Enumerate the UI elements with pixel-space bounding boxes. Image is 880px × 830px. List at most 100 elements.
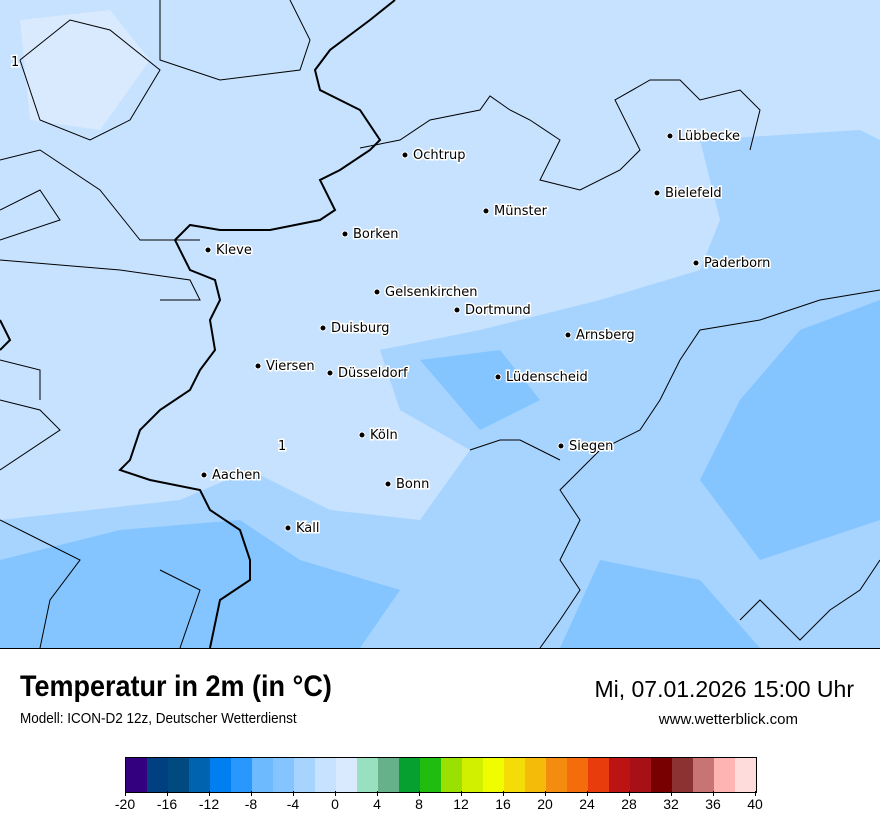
legend-tick-label: 24: [579, 796, 595, 812]
city-dot: [653, 189, 661, 197]
legend-tick-mark: [209, 791, 210, 796]
temp-zone-cold: [0, 130, 880, 648]
legend-swatch: [210, 758, 231, 792]
legend-swatch: [273, 758, 294, 792]
city-dot: [557, 442, 565, 450]
city-dot: [482, 207, 490, 215]
city-dot: [254, 362, 262, 370]
legend-swatch: [483, 758, 504, 792]
legend-tick-mark: [755, 791, 756, 796]
city-dot: [284, 524, 292, 532]
city-label: Borken: [353, 227, 399, 242]
temp-zone-colder: [0, 300, 880, 648]
legend-swatch: [252, 758, 273, 792]
legend-tick-label: -20: [114, 796, 136, 812]
legend-swatch: [378, 758, 399, 792]
temperature-map: 1 1 Lübbecke Ochtrup Bielefeld Münster Borke…: [0, 0, 880, 649]
city-label: Lübbecke: [678, 129, 740, 144]
city-dot: [692, 259, 700, 267]
city-label: Duisburg: [331, 321, 390, 336]
legend-swatch: [609, 758, 630, 792]
legend-tick-label: 12: [453, 796, 469, 812]
legend-swatch: [420, 758, 441, 792]
legend-tick-label: 4: [373, 796, 381, 812]
legend-swatch: [672, 758, 693, 792]
map-label: 1: [278, 439, 286, 454]
legend-swatch: [735, 758, 756, 792]
legend-tick-mark: [503, 791, 504, 796]
legend-tick-mark: [713, 791, 714, 796]
legend-tick-mark: [167, 791, 168, 796]
legend-swatch: [336, 758, 357, 792]
map-label: 1: [11, 55, 19, 70]
city-label: Viersen: [266, 359, 315, 374]
city-dot: [564, 331, 572, 339]
temp-zone-warmer: [20, 10, 150, 130]
city-dot: [453, 306, 461, 314]
legend-swatch: [462, 758, 483, 792]
legend-tick-label: 0: [331, 796, 339, 812]
legend-swatch: [399, 758, 420, 792]
legend-tick-mark: [293, 791, 294, 796]
legend-tick-label: -4: [286, 796, 300, 812]
city-dot: [373, 288, 381, 296]
city-label: Münster: [494, 204, 548, 219]
city-label: Arnsberg: [576, 328, 635, 343]
legend-tick-mark: [419, 791, 420, 796]
legend-swatch: [441, 758, 462, 792]
city-dot: [401, 151, 409, 159]
legend-tick-mark: [335, 791, 336, 796]
legend-tick-label: -12: [198, 796, 220, 812]
city-dot: [200, 471, 208, 479]
legend-swatch: [567, 758, 588, 792]
legend-tick-label: 16: [495, 796, 511, 812]
legend-ticks: -20 -16 -12 -8 -4 0 4 8 12 16 20 24 28 32 36 40: [115, 791, 763, 824]
legend-tick-mark: [125, 791, 126, 796]
legend-swatch: [693, 758, 714, 792]
legend-swatch: [651, 758, 672, 792]
legend-swatch: [588, 758, 609, 792]
city-dot: [666, 132, 674, 140]
legend-tick-label: 28: [621, 796, 637, 812]
legend-swatch: [126, 758, 147, 792]
legend-tick-label: -16: [156, 796, 178, 812]
city-dot: [494, 373, 502, 381]
legend-tick-label: 40: [747, 796, 763, 812]
city-dot: [326, 369, 334, 377]
legend-swatch: [525, 758, 546, 792]
legend-tick-mark: [629, 791, 630, 796]
legend-tick-mark: [377, 791, 378, 796]
city-dot: [341, 230, 349, 238]
legend-swatch: [231, 758, 252, 792]
city-dot: [319, 324, 327, 332]
legend-swatch: [168, 758, 189, 792]
legend-tick-mark: [461, 791, 462, 796]
legend-swatch: [504, 758, 525, 792]
city-label: Ochtrup: [413, 148, 466, 163]
legend-swatch: [630, 758, 651, 792]
city-label: Bonn: [396, 477, 429, 492]
legend-tick-mark: [251, 791, 252, 796]
city-label: Dortmund: [465, 303, 531, 318]
color-legend: [125, 757, 757, 793]
city-label: Paderborn: [704, 256, 770, 271]
legend-tick-label: 20: [537, 796, 553, 812]
legend-tick-label: 36: [705, 796, 721, 812]
legend-tick-mark: [545, 791, 546, 796]
city-label: Siegen: [569, 439, 613, 454]
city-label: Lüdenscheid: [506, 370, 588, 385]
website-link[interactable]: www.wetterblick.com: [658, 711, 798, 728]
city-dot: [384, 480, 392, 488]
legend-tick-mark: [587, 791, 588, 796]
legend-swatch: [294, 758, 315, 792]
city-label: Gelsenkirchen: [385, 285, 478, 300]
legend-swatch: [315, 758, 336, 792]
forecast-datetime: Mi, 07.01.2026 15:00 Uhr: [594, 676, 854, 702]
legend-swatch: [357, 758, 378, 792]
city-label: Köln: [370, 428, 398, 443]
map-title: Temperatur in 2m (in °C): [20, 670, 332, 703]
city-label: Kleve: [216, 243, 252, 258]
borders: [0, 0, 880, 648]
city-label: Aachen: [212, 468, 260, 483]
city-label: Kall: [296, 521, 320, 536]
